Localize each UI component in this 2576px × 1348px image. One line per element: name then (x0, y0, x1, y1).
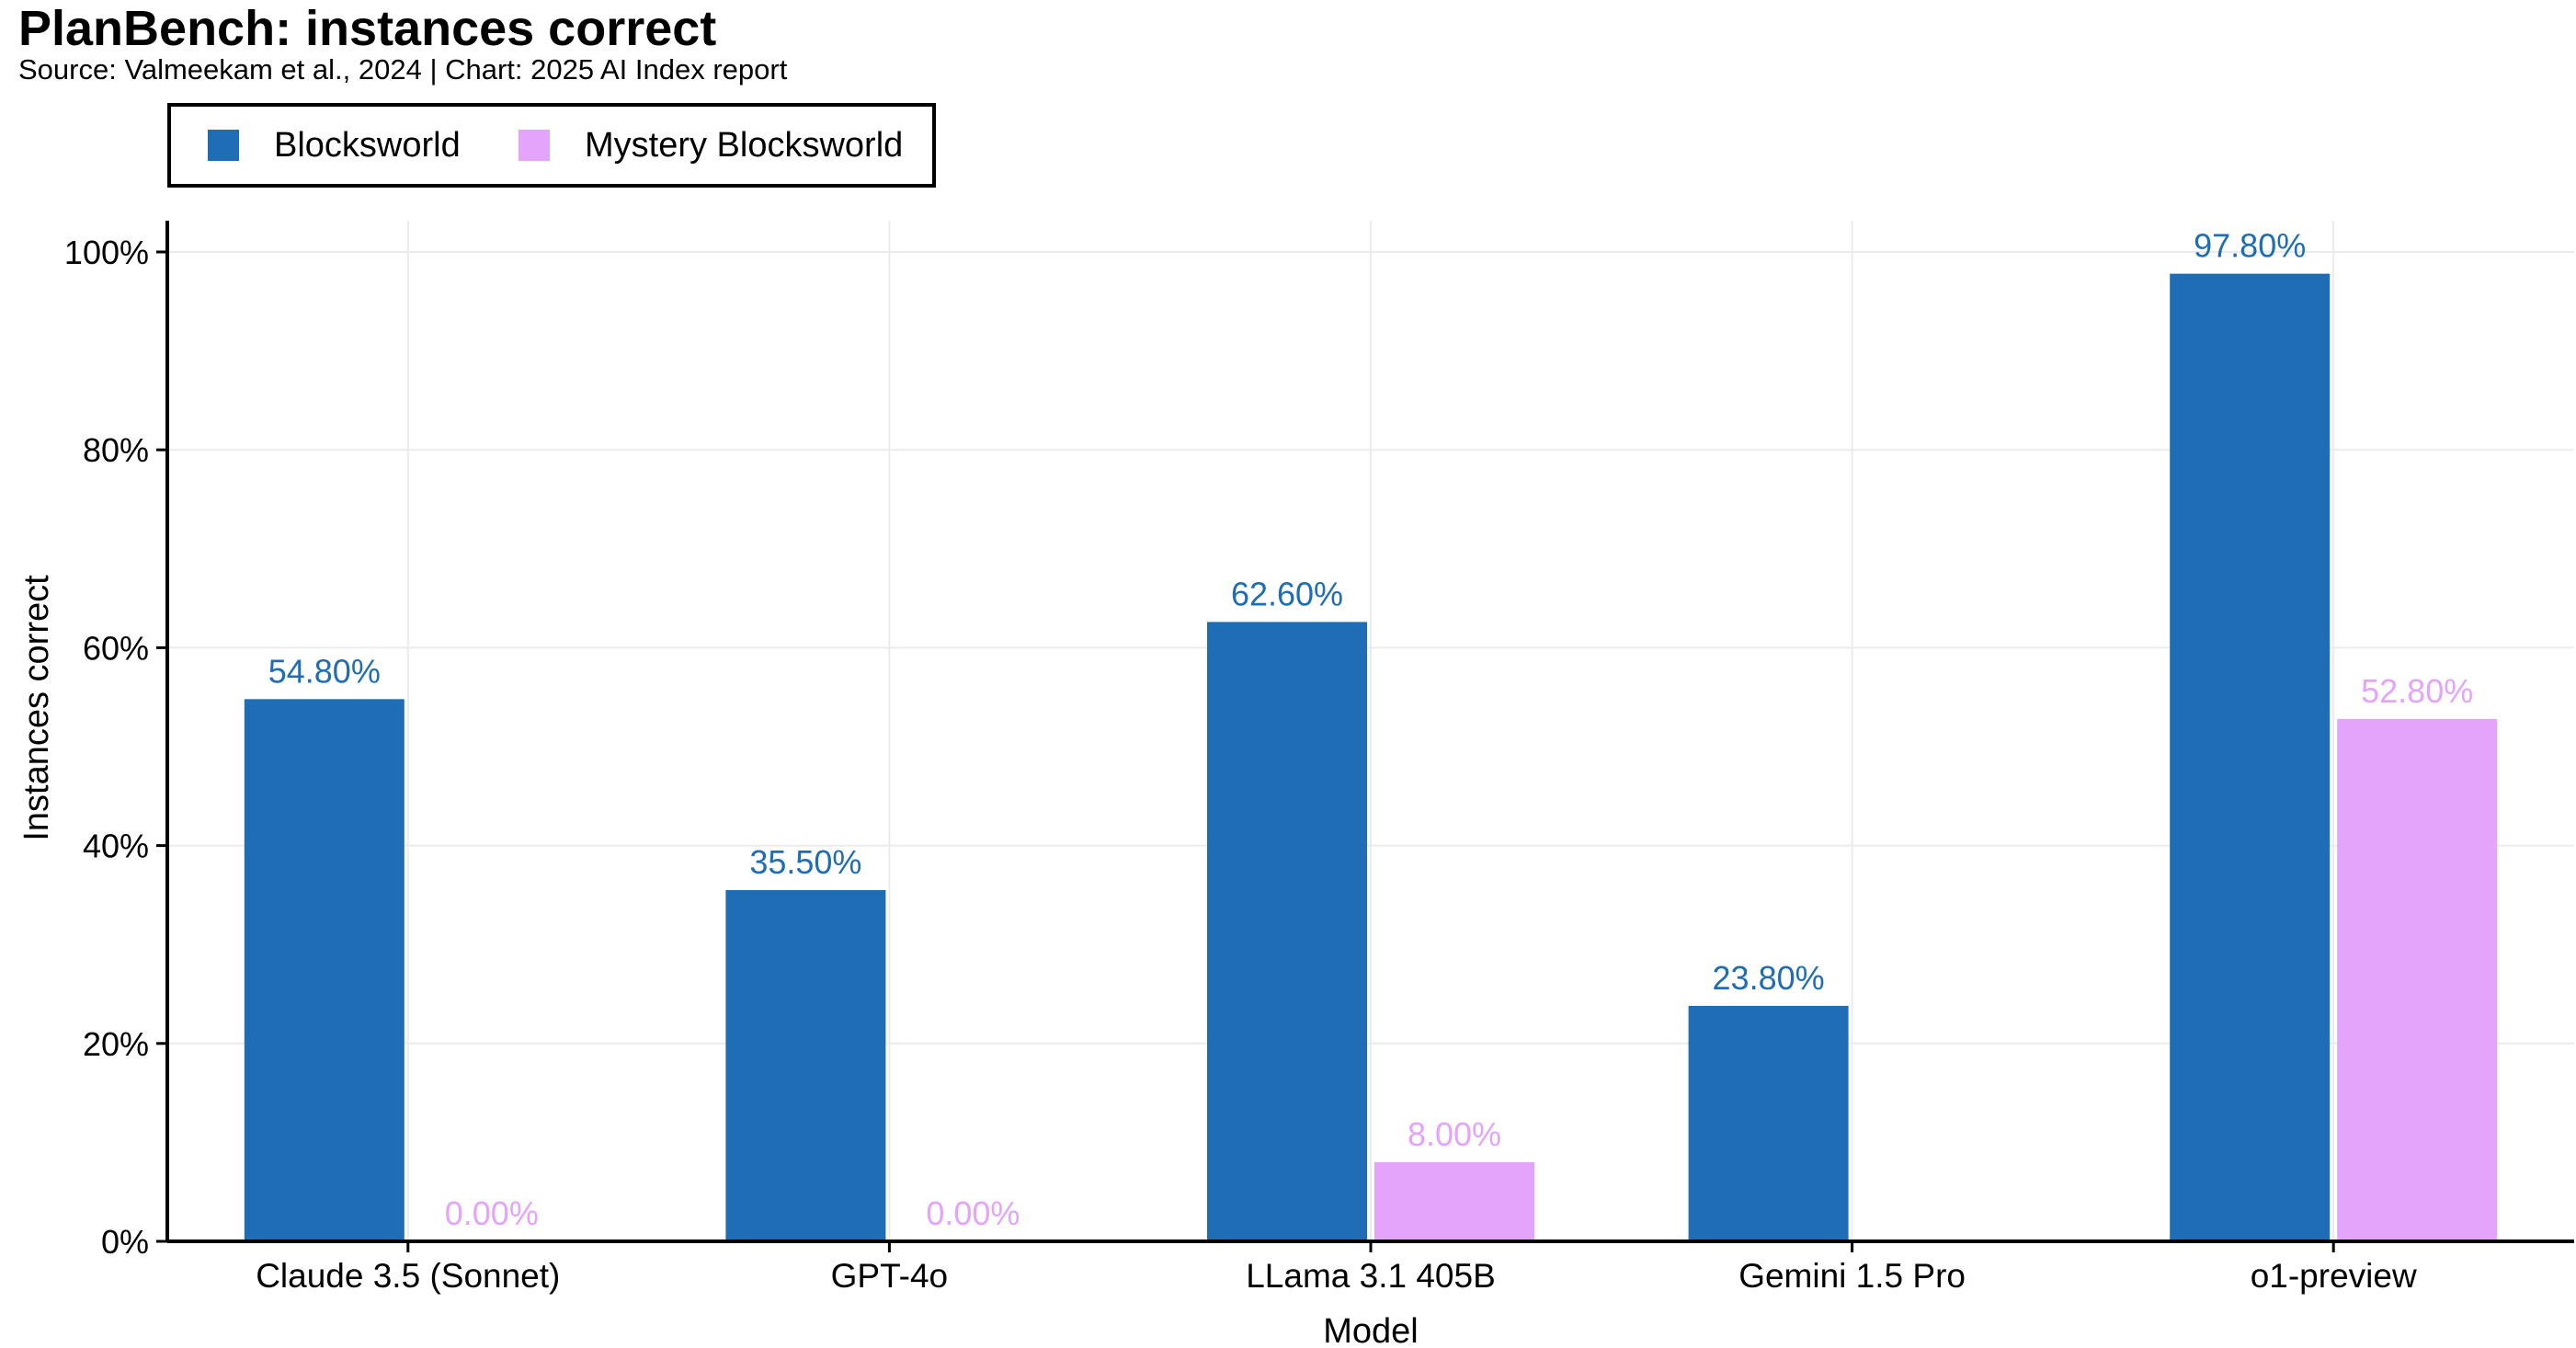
legend-swatch-blocksworld (208, 130, 239, 161)
data-label-mystery-blocksworld-4: 52.80% (2361, 672, 2473, 710)
bar-blocksworld-4 (2170, 273, 2331, 1241)
y-tick-label-0: 0% (101, 1223, 149, 1261)
x-axis-title: Model (1323, 1312, 1419, 1348)
data-label-blocksworld-4: 97.80% (2194, 227, 2306, 265)
y-tick-label-3: 60% (83, 629, 149, 667)
chart-title: PlanBench: instances correct (18, 1, 717, 56)
x-tick-label-3: Gemini 1.5 Pro (1738, 1257, 1966, 1295)
bar-blocksworld-1 (725, 890, 886, 1241)
data-label-mystery-blocksworld-1: 0.00% (926, 1194, 1020, 1232)
legend-swatch-mystery-blocksworld (519, 130, 550, 161)
y-tick-label-1: 20% (83, 1025, 149, 1063)
bar-blocksworld-2 (1207, 622, 1367, 1241)
x-tick-label-1: GPT-4o (831, 1257, 949, 1295)
chart-subtitle: Source: Valmeekam et al., 2024 | Chart: … (18, 53, 788, 86)
x-tick-label-4: o1-preview (2251, 1257, 2417, 1295)
data-label-mystery-blocksworld-0: 0.00% (445, 1194, 539, 1232)
legend-item-blocksworld: Blocksworld (208, 107, 461, 184)
bar-blocksworld-0 (244, 699, 405, 1241)
x-tick-label-2: LLama 3.1 405B (1246, 1257, 1496, 1295)
data-label-mystery-blocksworld-2: 8.00% (1408, 1115, 1501, 1153)
y-tick-label-5: 100% (64, 234, 149, 271)
data-label-blocksworld-3: 23.80% (1713, 959, 1825, 997)
data-label-blocksworld-2: 62.60% (1231, 575, 1343, 612)
data-label-blocksworld-0: 54.80% (268, 652, 381, 690)
y-axis-title: Instances correct (17, 575, 56, 841)
y-tick-label-2: 40% (83, 828, 149, 865)
bar-blocksworld-3 (1688, 1005, 1849, 1241)
bar-mystery-blocksworld-2 (1374, 1161, 1534, 1241)
bar-mystery-blocksworld-4 (2337, 718, 2498, 1241)
legend-label-mystery-blocksworld: Mystery Blocksworld (585, 125, 904, 165)
y-tick-label-4: 80% (83, 431, 149, 469)
legend-label-blocksworld: Blocksworld (274, 125, 461, 165)
data-label-blocksworld-1: 35.50% (749, 843, 861, 881)
legend-item-mystery-blocksworld: Mystery Blocksworld (519, 107, 903, 184)
legend: Blocksworld Mystery Blocksworld (167, 103, 936, 188)
x-tick-label-0: Claude 3.5 (Sonnet) (256, 1257, 560, 1295)
